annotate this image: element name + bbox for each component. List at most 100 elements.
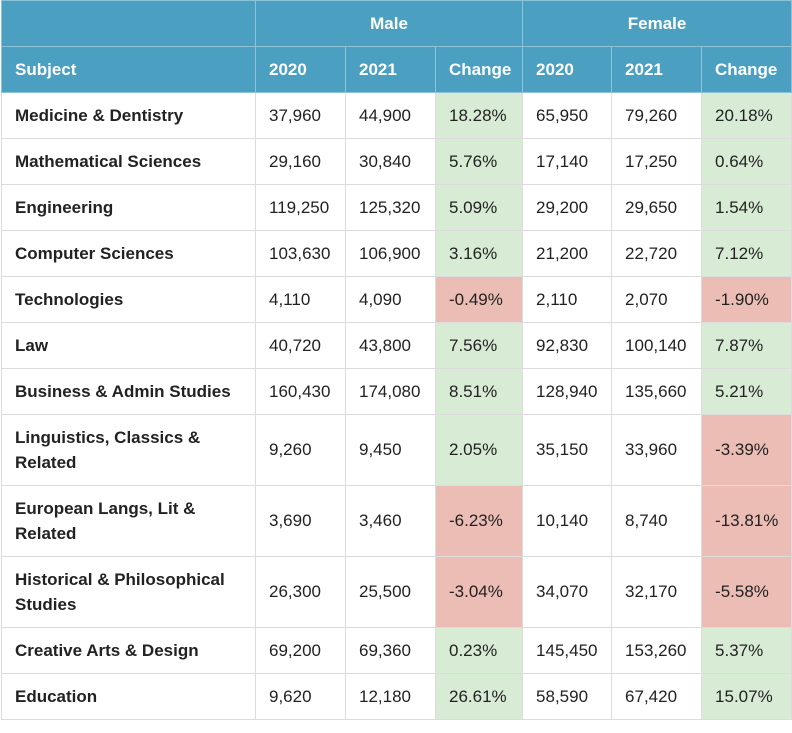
cell-female-2021: 153,260 xyxy=(611,627,703,674)
cell-male-2020: 4,110 xyxy=(255,276,346,323)
cell-male-2021: 174,080 xyxy=(345,368,436,415)
cell-male-change: 5.76% xyxy=(434,138,524,185)
cell-female-2021: 17,250 xyxy=(611,138,703,185)
cell-female-2020: 35,150 xyxy=(522,414,613,486)
cell-male-change: -6.23% xyxy=(434,485,524,557)
cell-male-2020: 103,630 xyxy=(255,230,346,277)
cell-male-change: 3.16% xyxy=(434,230,524,277)
cell-male-2020: 40,720 xyxy=(255,322,346,369)
cell-subject: Business & Admin Studies xyxy=(1,368,256,415)
cell-male-2021: 106,900 xyxy=(345,230,436,277)
cell-female-2020: 2,110 xyxy=(522,276,613,323)
table-row: Linguistics, Classics & Related 9,260 9,45… xyxy=(1,414,792,486)
cell-female-change: -5.58% xyxy=(701,556,792,628)
cell-male-change: 8.51% xyxy=(434,368,524,415)
cell-female-change: -13.81% xyxy=(701,485,792,557)
cell-male-change: 0.23% xyxy=(434,627,524,674)
cell-female-2021: 67,420 xyxy=(611,673,703,720)
cell-female-change: 15.07% xyxy=(701,673,792,720)
cell-subject: Technologies xyxy=(1,276,256,323)
table-row: Mathematical Sciences 29,160 30,840 5.76% 17… xyxy=(1,138,792,185)
cell-female-2020: 58,590 xyxy=(522,673,613,720)
cell-female-change: 20.18% xyxy=(701,92,792,139)
cell-female-2021: 135,660 xyxy=(611,368,703,415)
cell-male-change: 26.61% xyxy=(434,673,524,720)
cell-female-change: 1.54% xyxy=(701,184,792,231)
col-header-female-change: Change xyxy=(701,46,792,93)
table-row: Business & Admin Studies 160,430 174,080 8.… xyxy=(1,368,792,415)
cell-female-change: 7.12% xyxy=(701,230,792,277)
table-row: Technologies 4,110 4,090 -0.49% 2,110 2,070 -1… xyxy=(1,276,792,323)
cell-subject: Computer Sciences xyxy=(1,230,256,277)
cell-male-2021: 3,460 xyxy=(345,485,436,557)
cell-female-2020: 29,200 xyxy=(522,184,613,231)
table-row: Creative Arts & Design 69,200 69,360 0.23% 1… xyxy=(1,627,792,674)
cell-female-change: -3.39% xyxy=(701,414,792,486)
cell-female-2021: 33,960 xyxy=(611,414,703,486)
cell-female-2020: 65,950 xyxy=(522,92,613,139)
cell-male-2021: 125,320 xyxy=(345,184,436,231)
cell-female-change: 0.64% xyxy=(701,138,792,185)
cell-male-2021: 4,090 xyxy=(345,276,436,323)
table-row: Medicine & Dentistry 37,960 44,900 18.28% 65… xyxy=(1,92,792,139)
cell-female-2021: 22,720 xyxy=(611,230,703,277)
cell-male-2020: 119,250 xyxy=(255,184,346,231)
cell-female-2020: 92,830 xyxy=(522,322,613,369)
cell-female-2020: 34,070 xyxy=(522,556,613,628)
cell-female-2020: 10,140 xyxy=(522,485,613,557)
col-header-female-2020: 2020 xyxy=(522,46,613,93)
cell-subject: Law xyxy=(1,322,256,369)
cell-male-2020: 69,200 xyxy=(255,627,346,674)
cell-male-2021: 12,180 xyxy=(345,673,436,720)
group-header-female: Female xyxy=(522,0,792,47)
cell-female-change: 7.87% xyxy=(701,322,792,369)
group-header-row: Male Female xyxy=(1,0,792,47)
cell-female-change: -1.90% xyxy=(701,276,792,323)
cell-female-change: 5.21% xyxy=(701,368,792,415)
cell-male-2020: 37,960 xyxy=(255,92,346,139)
cell-male-2021: 43,800 xyxy=(345,322,436,369)
group-header-blank xyxy=(1,0,256,47)
cell-male-change: 7.56% xyxy=(434,322,524,369)
cell-male-change: 5.09% xyxy=(434,184,524,231)
cell-subject: Creative Arts & Design xyxy=(1,627,256,674)
cell-male-2020: 29,160 xyxy=(255,138,346,185)
cell-female-change: 5.37% xyxy=(701,627,792,674)
group-header-male: Male xyxy=(254,0,524,47)
table-row: Historical & Philosophical Studies 26,300… xyxy=(1,556,792,628)
cell-male-2021: 69,360 xyxy=(345,627,436,674)
cell-subject: Historical & Philosophical Studies xyxy=(1,556,256,628)
cell-female-2021: 32,170 xyxy=(611,556,703,628)
cell-subject: Education xyxy=(1,673,256,720)
table-row: Education 9,620 12,180 26.61% 58,590 67,420 15… xyxy=(1,673,792,720)
cell-female-2020: 128,940 xyxy=(522,368,613,415)
cell-female-2020: 21,200 xyxy=(522,230,613,277)
col-header-male-change: Change xyxy=(434,46,524,93)
cell-male-change: -0.49% xyxy=(434,276,524,323)
cell-male-change: 2.05% xyxy=(434,414,524,486)
cell-female-2020: 17,140 xyxy=(522,138,613,185)
cell-male-2020: 9,260 xyxy=(255,414,346,486)
cell-male-2020: 3,690 xyxy=(255,485,346,557)
cell-male-change: -3.04% xyxy=(434,556,524,628)
table-row: Law 40,720 43,800 7.56% 92,830 100,140 7.87% xyxy=(1,322,792,369)
col-header-male-2021: 2021 xyxy=(345,46,436,93)
cell-male-2020: 160,430 xyxy=(255,368,346,415)
column-header-row: Subject 2020 2021 Change 2020 2021 Chang… xyxy=(1,46,792,93)
col-header-female-2021: 2021 xyxy=(611,46,703,93)
table-row: European Langs, Lit & Related 3,690 3,460-… xyxy=(1,485,792,557)
cell-female-2021: 100,140 xyxy=(611,322,703,369)
cell-male-2021: 25,500 xyxy=(345,556,436,628)
table-row: Computer Sciences 103,630 106,900 3.16% 21,2… xyxy=(1,230,792,277)
cell-female-2021: 79,260 xyxy=(611,92,703,139)
col-header-male-2020: 2020 xyxy=(255,46,346,93)
col-header-subject: Subject xyxy=(1,46,256,93)
table-row: Engineering 119,250 125,320 5.09% 29,200 29,6… xyxy=(1,184,792,231)
cell-male-2020: 26,300 xyxy=(255,556,346,628)
cell-male-2021: 9,450 xyxy=(345,414,436,486)
cell-subject: Medicine & Dentistry xyxy=(1,92,256,139)
cell-male-2020: 9,620 xyxy=(255,673,346,720)
cell-female-2021: 29,650 xyxy=(611,184,703,231)
cell-female-2021: 8,740 xyxy=(611,485,703,557)
